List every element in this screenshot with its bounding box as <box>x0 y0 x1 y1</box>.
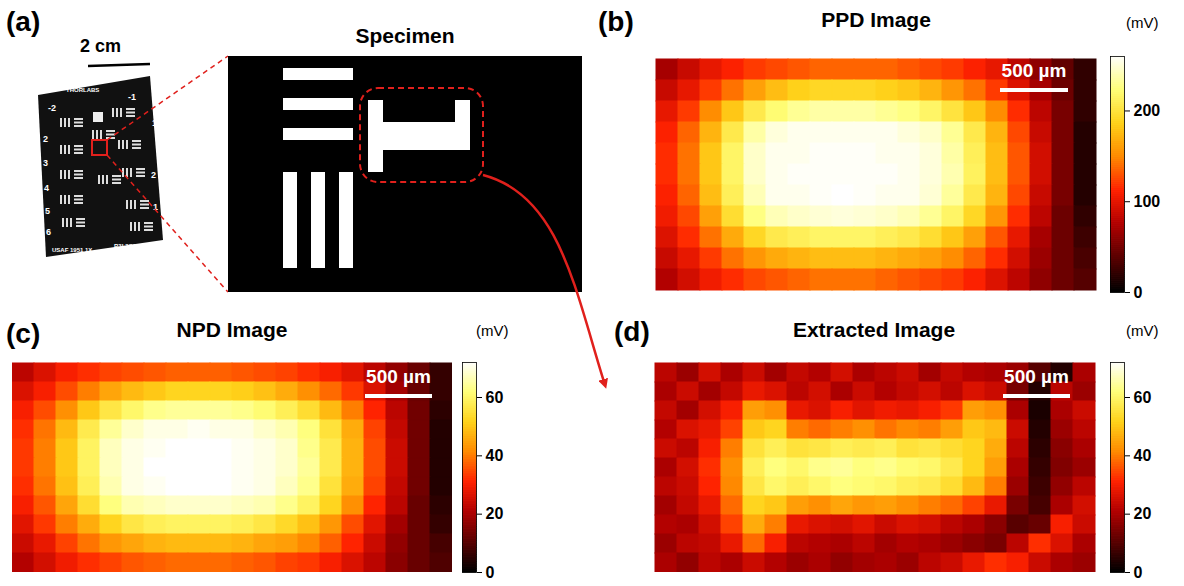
svg-text:40: 40 <box>1134 447 1152 464</box>
svg-text:4: 4 <box>44 183 49 193</box>
html-text:500 µm: 500 µm <box>1004 366 1069 387</box>
svg-text:20: 20 <box>486 505 504 522</box>
svg-text:2: 2 <box>43 134 48 144</box>
svg-text:1: 1 <box>153 202 158 212</box>
svg-text:R3L3S1N: R3L3S1N <box>114 243 140 249</box>
svg-text:5: 5 <box>45 206 50 216</box>
html-text:PPD Image: PPD Image <box>821 8 931 31</box>
html-text:(mV): (mV) <box>476 322 509 339</box>
svg-text:100: 100 <box>1134 193 1161 210</box>
html-text:Specimen: Specimen <box>355 24 455 47</box>
svg-text:0: 0 <box>1134 284 1143 301</box>
html-text:(b): (b) <box>598 6 634 37</box>
html-text:(a): (a) <box>6 6 41 37</box>
html-text:500 µm: 500 µm <box>366 366 431 387</box>
svg-text:THORLABS: THORLABS <box>66 87 99 93</box>
svg-text:60: 60 <box>1134 389 1152 406</box>
html-text:(d): (d) <box>614 316 650 347</box>
html-text:(c): (c) <box>6 318 41 349</box>
svg-text:0: 0 <box>486 564 495 581</box>
svg-text:USAF 1951 1X: USAF 1951 1X <box>52 247 92 253</box>
html-text:500 µm: 500 µm <box>1001 60 1067 81</box>
html-text:Extracted Image: Extracted Image <box>792 318 956 341</box>
svg-text:-2: -2 <box>48 103 56 113</box>
html-text:(mV): (mV) <box>1126 14 1159 31</box>
svg-text:-1: -1 <box>128 92 136 102</box>
html-text:NPD Image: NPD Image <box>176 318 288 341</box>
svg-text:200: 200 <box>1134 102 1161 119</box>
svg-text:20: 20 <box>1134 505 1152 522</box>
html-text:2 cm: 2 cm <box>80 36 121 56</box>
svg-text:1: 1 <box>152 118 157 128</box>
svg-text:60: 60 <box>486 389 504 406</box>
svg-text:6: 6 <box>46 227 51 237</box>
svg-text:40: 40 <box>486 447 504 464</box>
html-text:(mV): (mV) <box>1126 322 1159 339</box>
svg-text:0: 0 <box>1134 564 1143 581</box>
svg-text:3: 3 <box>43 158 48 168</box>
svg-text:2: 2 <box>151 170 156 180</box>
